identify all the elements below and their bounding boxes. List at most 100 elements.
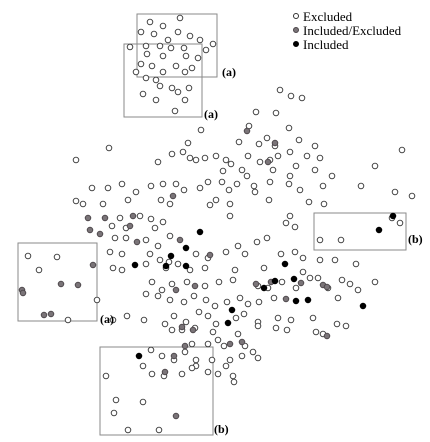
- point-excluded: [316, 154, 324, 162]
- point-excluded: [154, 242, 162, 250]
- point-included-excluded: [271, 139, 279, 147]
- point-excluded: [215, 278, 223, 286]
- region-label-left: (a): [100, 312, 114, 326]
- point-included-excluded: [189, 326, 197, 334]
- point-excluded: [230, 378, 238, 386]
- point-excluded: [312, 328, 320, 336]
- point-excluded: [236, 294, 244, 302]
- point-included: [135, 352, 143, 360]
- point-excluded: [109, 316, 117, 324]
- point-included-excluded: [323, 283, 331, 291]
- point-included-excluded: [172, 286, 180, 294]
- point-excluded: [285, 180, 293, 188]
- point-excluded: [185, 84, 193, 92]
- point-included: [290, 275, 298, 283]
- point-excluded: [309, 314, 317, 322]
- point-excluded: [214, 370, 222, 378]
- point-excluded: [196, 36, 204, 44]
- point-excluded: [150, 30, 158, 38]
- point-excluded: [180, 298, 188, 306]
- point-excluded: [292, 162, 300, 170]
- point-excluded: [154, 158, 162, 166]
- point-excluded: [209, 328, 217, 336]
- point-excluded: [137, 60, 145, 68]
- point-excluded: [142, 236, 150, 244]
- point-excluded: [272, 109, 280, 117]
- point-excluded: [148, 278, 156, 286]
- included-marker-icon: [293, 41, 299, 47]
- point-excluded: [72, 156, 80, 164]
- point-excluded: [166, 232, 174, 240]
- point-excluded: [161, 320, 169, 328]
- point-excluded: [396, 219, 404, 227]
- point-excluded: [238, 352, 246, 360]
- point-excluded: [152, 76, 160, 84]
- point-excluded: [254, 322, 262, 330]
- point-excluded: [136, 212, 144, 220]
- point-excluded: [118, 250, 126, 258]
- point-excluded: [346, 280, 354, 288]
- point-included-excluded: [252, 280, 260, 288]
- point-excluded: [342, 322, 350, 330]
- point-excluded: [212, 196, 220, 204]
- point-excluded: [291, 223, 299, 231]
- point-excluded: [168, 150, 176, 158]
- point-excluded: [192, 356, 200, 364]
- point-included-excluded: [96, 230, 104, 238]
- point-excluded: [295, 136, 303, 144]
- point-excluded: [182, 318, 190, 326]
- point-excluded: [140, 316, 148, 324]
- point-excluded: [88, 184, 96, 192]
- point-excluded: [238, 166, 246, 174]
- point-excluded: [334, 294, 342, 302]
- point-excluded: [219, 167, 227, 175]
- point-excluded: [168, 326, 176, 334]
- point-excluded: [158, 286, 166, 294]
- point-excluded: [263, 234, 271, 242]
- point-excluded: [229, 372, 237, 380]
- point-excluded: [188, 340, 196, 348]
- point-excluded: [168, 280, 176, 288]
- point-excluded: [333, 320, 341, 328]
- point-included-excluded: [169, 192, 177, 200]
- point-excluded: [142, 74, 150, 82]
- point-excluded: [186, 266, 194, 274]
- point-excluded: [255, 140, 263, 148]
- point-excluded: [147, 346, 155, 354]
- point-excluded: [204, 368, 212, 376]
- point-excluded: [155, 426, 163, 434]
- point-excluded: [139, 398, 147, 406]
- point-excluded: [142, 260, 150, 268]
- point-excluded: [252, 108, 260, 116]
- point-included: [162, 262, 170, 270]
- point-excluded: [157, 196, 165, 204]
- point-excluded: [181, 96, 189, 104]
- point-excluded: [328, 172, 336, 180]
- point-included-excluded: [129, 212, 137, 220]
- point-excluded: [316, 256, 324, 264]
- region-box-top-inner: [123, 43, 203, 118]
- point-excluded: [391, 188, 399, 196]
- point-excluded: [296, 186, 304, 194]
- point-excluded: [132, 188, 140, 196]
- point-excluded: [241, 250, 249, 258]
- point-included-excluded: [84, 214, 92, 222]
- point-excluded: [192, 156, 200, 164]
- point-included-excluded: [176, 236, 184, 244]
- region-label-top-inner: (a): [204, 107, 218, 121]
- point-excluded: [270, 294, 278, 302]
- point-excluded: [167, 44, 175, 52]
- point-included-excluded: [40, 311, 48, 319]
- point-excluded: [244, 300, 252, 308]
- point-excluded: [188, 64, 196, 72]
- point-excluded: [156, 82, 164, 90]
- point-excluded: [64, 316, 72, 324]
- point-excluded: [146, 18, 154, 26]
- point-included: [389, 212, 397, 220]
- point-included: [281, 260, 289, 268]
- point-included: [131, 261, 139, 269]
- point-excluded: [172, 180, 180, 188]
- point-excluded: [201, 264, 209, 272]
- point-excluded: [53, 253, 61, 261]
